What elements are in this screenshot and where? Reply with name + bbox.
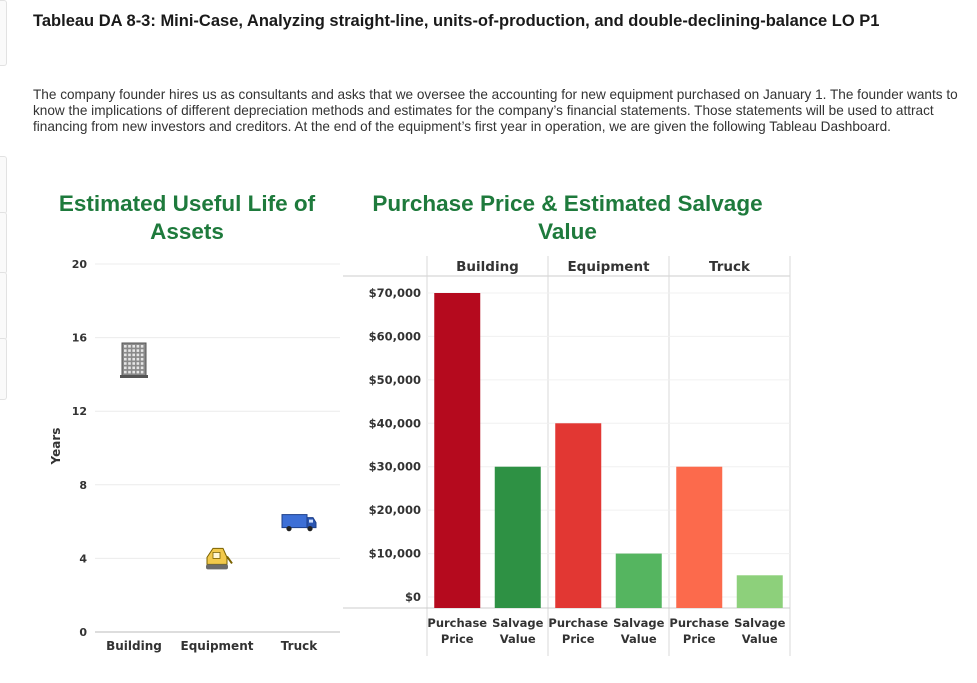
y-tick-label: 4 [79,552,87,565]
x-tick-label: Purchase [669,616,729,630]
intro-paragraph: The company founder hires us as consulta… [33,87,958,135]
useful-life-chart-title: Estimated Useful Life of Assets [58,191,316,244]
x-tick-label: Value [742,632,778,646]
x-tick-label: Equipment [181,639,254,653]
y-tick-label: 20 [72,258,88,271]
y-tick-label: $30,000 [369,460,421,474]
x-tick-label: Value [500,632,536,646]
y-tick-label: 12 [72,405,87,418]
x-tick-label: Price [683,632,716,646]
y-tick-label: 16 [72,332,88,345]
group-header-label: Truck [709,259,751,275]
x-tick-label: Purchase [427,616,487,630]
y-tick-label: $10,000 [369,547,421,561]
x-tick-label: Price [441,632,474,646]
rail-segment [0,156,7,214]
y-tick-label: 8 [79,479,87,492]
left-rail [0,0,8,683]
x-tick-label: Purchase [548,616,608,630]
x-tick-label: Salvage [734,616,785,630]
page-title: Tableau DA 8-3: Mini-Case, Analyzing str… [33,12,880,30]
x-tick-label: Building [106,639,162,653]
bar [434,293,481,608]
bar [555,423,602,608]
bar [736,575,783,608]
x-tick-label: Price [562,632,595,646]
building-icon [120,342,148,378]
y-tick-label: 0 [79,626,87,639]
y-tick-label: $50,000 [369,373,421,387]
truck-icon [281,514,317,532]
y-axis-label: Years [49,428,63,466]
x-tick-label: Salvage [492,616,543,630]
y-tick-label: $0 [405,590,421,604]
rail-segment [0,0,7,66]
x-tick-label: Value [621,632,657,646]
group-header-label: Equipment [567,259,650,275]
y-tick-label: $20,000 [369,503,421,517]
y-tick-label: $70,000 [369,286,421,300]
bar [676,466,723,608]
price-salvage-chart-title: Purchase Price & Estimated Salvage Value [372,191,763,244]
rail-segment [0,272,7,340]
bar [615,553,662,608]
x-tick-label: Truck [281,639,318,653]
equipment-icon [206,547,233,570]
x-tick-label: Salvage [613,616,664,630]
rail-segment [0,212,7,274]
bar [494,466,541,608]
y-tick-label: $40,000 [369,416,421,430]
group-header-label: Building [456,259,519,275]
rail-segment [0,338,7,400]
y-tick-label: $60,000 [369,329,421,343]
